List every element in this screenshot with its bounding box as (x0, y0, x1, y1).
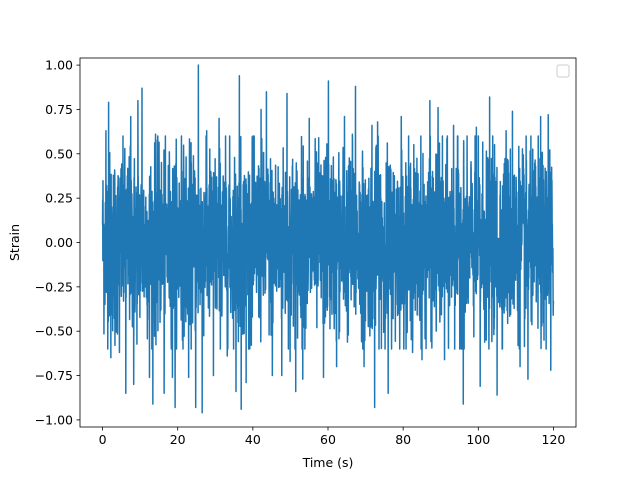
y-tick-label: 1.00 (45, 58, 73, 73)
strain-series-line (101, 64, 555, 414)
x-tick-label: 100 (466, 432, 490, 447)
x-tick-label: 60 (320, 432, 336, 447)
y-tick-label: 0.50 (45, 146, 73, 161)
legend-box (556, 64, 570, 78)
x-tick-label: 120 (542, 432, 566, 447)
x-tick-label: 40 (245, 432, 261, 447)
y-tick-label: 0.75 (45, 102, 73, 117)
x-axis-label: Time (s) (302, 455, 354, 470)
y-axis-label: Strain (7, 224, 22, 261)
y-tick-label: −0.25 (35, 279, 73, 294)
y-tick-label: 0.00 (45, 235, 73, 250)
series-layer (101, 64, 555, 414)
y-tick-label: −1.00 (35, 412, 73, 427)
x-tick-label: 0 (99, 432, 107, 447)
y-tick-label: −0.75 (35, 368, 73, 383)
y-tick-label: 0.25 (45, 191, 73, 206)
x-tick-label: 20 (170, 432, 186, 447)
x-tick-label: 80 (395, 432, 411, 447)
y-tick-label: −0.50 (35, 324, 73, 339)
x-axis: 0 20 40 60 80 100 120 (99, 427, 566, 447)
y-axis: 1.00 0.75 0.50 0.25 0.00 −0.25 −0.50 −0.75 −1.00 (35, 58, 80, 427)
